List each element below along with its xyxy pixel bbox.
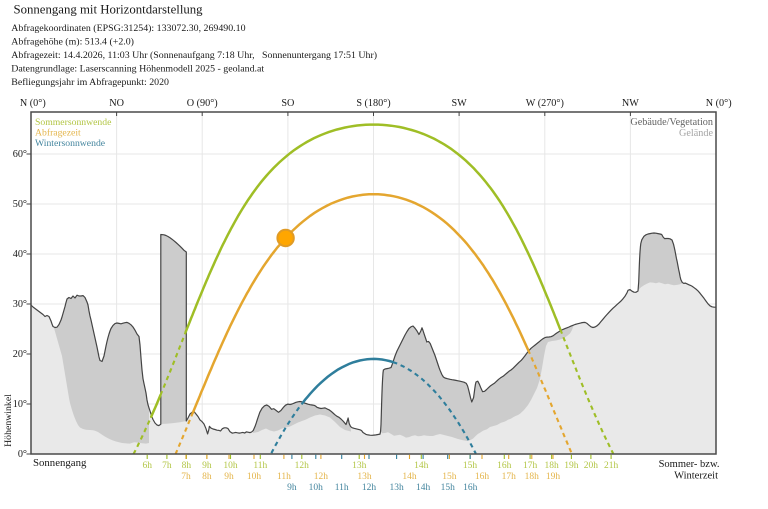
svg-text:20°: 20° bbox=[13, 349, 27, 360]
svg-text:11h: 11h bbox=[335, 483, 349, 493]
svg-text:12h: 12h bbox=[314, 472, 329, 482]
svg-text:NO: NO bbox=[109, 98, 124, 109]
svg-text:14h: 14h bbox=[414, 461, 429, 471]
svg-text:Sommersonnwende: Sommersonnwende bbox=[35, 117, 111, 128]
svg-text:19h: 19h bbox=[564, 461, 579, 471]
svg-text:11h: 11h bbox=[277, 472, 291, 482]
svg-text:8h: 8h bbox=[182, 461, 192, 471]
svg-text:14h: 14h bbox=[416, 483, 431, 493]
svg-text:Sonnengang mit Horizontdarstel: Sonnengang mit Horizontdarstellung bbox=[14, 3, 204, 17]
svg-text:19h: 19h bbox=[546, 472, 561, 482]
svg-text:SO: SO bbox=[281, 98, 294, 109]
svg-text:10h: 10h bbox=[309, 483, 324, 493]
svg-text:13h: 13h bbox=[389, 483, 404, 493]
svg-text:18h: 18h bbox=[525, 472, 540, 482]
svg-text:O (90°): O (90°) bbox=[187, 98, 218, 109]
svg-text:17h: 17h bbox=[502, 472, 517, 482]
svg-text:SW: SW bbox=[451, 98, 467, 109]
svg-text:6h: 6h bbox=[142, 461, 152, 471]
svg-text:Abfragezeit: 14.4.2026, 11:03: Abfragezeit: 14.4.2026, 11:03 Uhr (Sonne… bbox=[11, 50, 377, 61]
svg-text:Winterzeit: Winterzeit bbox=[674, 471, 718, 482]
svg-text:Höhenwinkel: Höhenwinkel bbox=[3, 394, 14, 447]
svg-text:15h: 15h bbox=[463, 461, 478, 471]
svg-text:Abfragezeit: Abfragezeit bbox=[35, 128, 81, 139]
svg-text:9h: 9h bbox=[202, 461, 212, 471]
svg-text:W (270°): W (270°) bbox=[526, 98, 564, 109]
svg-text:Sommer- bzw.: Sommer- bzw. bbox=[659, 459, 720, 470]
svg-text:N (0°): N (0°) bbox=[20, 98, 46, 109]
svg-text:16h: 16h bbox=[497, 461, 512, 471]
svg-text:Abfragehöhe (m): 513.4 (+2.0): Abfragehöhe (m): 513.4 (+2.0) bbox=[11, 37, 134, 48]
svg-text:60°: 60° bbox=[13, 149, 27, 160]
svg-text:14h: 14h bbox=[402, 472, 417, 482]
svg-text:7h: 7h bbox=[181, 472, 191, 482]
svg-text:20h: 20h bbox=[584, 461, 599, 471]
svg-text:15h: 15h bbox=[442, 472, 457, 482]
svg-text:17h: 17h bbox=[523, 461, 538, 471]
svg-text:9h: 9h bbox=[287, 483, 297, 493]
svg-text:0°: 0° bbox=[18, 449, 27, 460]
svg-text:12h: 12h bbox=[362, 483, 377, 493]
svg-text:Gelände: Gelände bbox=[679, 128, 713, 139]
svg-text:9h: 9h bbox=[224, 472, 234, 482]
svg-text:Gebäude/Vegetation: Gebäude/Vegetation bbox=[630, 117, 713, 128]
svg-text:Wintersonnwende: Wintersonnwende bbox=[35, 138, 105, 149]
svg-text:7h: 7h bbox=[162, 461, 172, 471]
svg-text:12h: 12h bbox=[295, 461, 310, 471]
svg-text:30°: 30° bbox=[13, 299, 27, 310]
svg-text:21h: 21h bbox=[604, 461, 619, 471]
svg-text:18h: 18h bbox=[544, 461, 559, 471]
svg-text:NW: NW bbox=[622, 98, 639, 109]
svg-text:8h: 8h bbox=[202, 472, 212, 482]
svg-text:S (180°): S (180°) bbox=[356, 98, 390, 109]
svg-text:16h: 16h bbox=[463, 483, 478, 493]
svg-text:10h: 10h bbox=[223, 461, 238, 471]
svg-text:11h: 11h bbox=[253, 461, 267, 471]
svg-text:13h: 13h bbox=[352, 461, 367, 471]
svg-text:Abfragekoordinaten (EPSG:31254: Abfragekoordinaten (EPSG:31254): 133072.… bbox=[11, 23, 245, 34]
svg-text:16h: 16h bbox=[475, 472, 490, 482]
svg-text:15h: 15h bbox=[441, 483, 456, 493]
svg-text:N (0°): N (0°) bbox=[706, 98, 732, 109]
svg-text:Befliegungsjahr im Abfragepunk: Befliegungsjahr im Abfragepunkt: 2020 bbox=[11, 77, 169, 88]
svg-text:13h: 13h bbox=[357, 472, 372, 482]
svg-text:40°: 40° bbox=[13, 249, 27, 260]
svg-text:Datengrundlage: Laserscanning: Datengrundlage: Laserscanning Höhenmodel… bbox=[11, 64, 264, 75]
svg-text:50°: 50° bbox=[13, 199, 27, 210]
svg-text:Sonnengang: Sonnengang bbox=[33, 457, 87, 469]
svg-text:10°: 10° bbox=[13, 399, 27, 410]
svg-text:10h: 10h bbox=[247, 472, 262, 482]
